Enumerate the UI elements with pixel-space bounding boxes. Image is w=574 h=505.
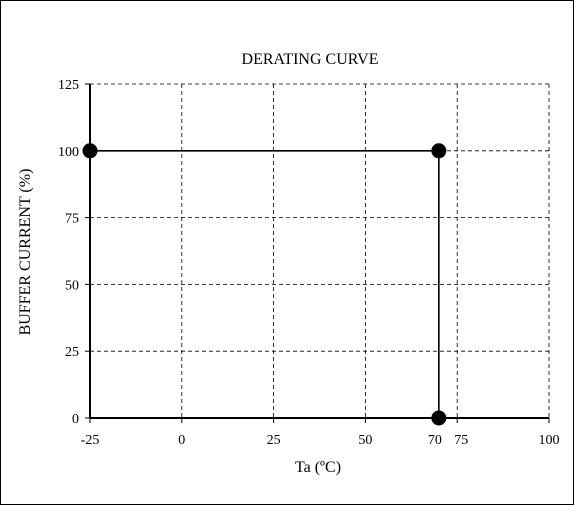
x-tick-label: 25 xyxy=(267,433,281,448)
data-point xyxy=(82,143,98,159)
y-tick-label: 25 xyxy=(65,345,79,360)
x-axis-title: Ta (ºC) xyxy=(295,459,341,476)
x-tick-label: 70 xyxy=(428,433,442,448)
data-point xyxy=(431,143,447,159)
y-tick-label: 75 xyxy=(65,212,79,227)
x-axis-ticks: -25 0 25 50 70 75 100 xyxy=(81,418,560,448)
data-point xyxy=(431,410,447,426)
chart-title: DERATING CURVE xyxy=(242,51,379,68)
y-axis-title: BUFFER CURRENT (%) xyxy=(17,169,34,336)
y-tick-label: 50 xyxy=(65,278,79,293)
series-group xyxy=(82,143,447,426)
y-tick-label: 0 xyxy=(72,412,79,427)
x-tick-label: 0 xyxy=(178,433,185,448)
x-tick-label: 100 xyxy=(539,433,560,448)
y-tick-label: 100 xyxy=(58,145,79,160)
axes xyxy=(89,84,549,419)
y-tick-label: 125 xyxy=(58,78,79,93)
x-tick-label: 50 xyxy=(358,433,372,448)
y-axis-ticks: 0 25 50 75 100 125 xyxy=(58,78,90,427)
x-tick-label: -25 xyxy=(81,433,100,448)
x-tick-label: 75 xyxy=(454,433,468,448)
